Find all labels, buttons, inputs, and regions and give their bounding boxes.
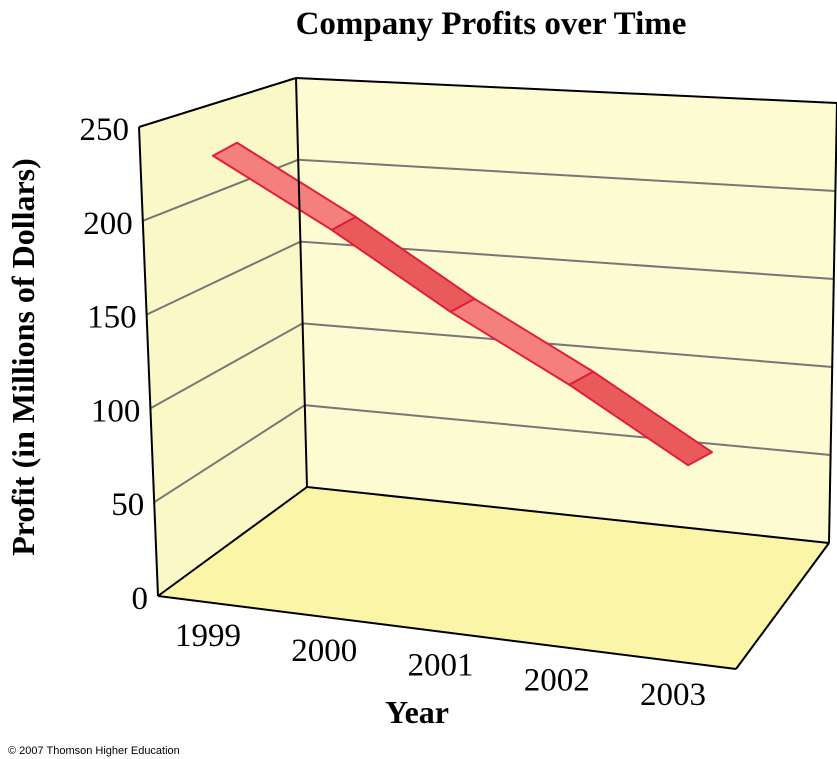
x-tick-label: 1999 — [175, 618, 241, 654]
x-axis-label: Year — [385, 694, 449, 730]
y-tick-label: 100 — [91, 393, 141, 429]
x-tick-label: 2001 — [408, 648, 474, 684]
frame-edge — [828, 102, 837, 544]
data-ribbon — [212, 141, 713, 467]
frame-edge — [735, 542, 830, 670]
ribbon-segment — [568, 370, 713, 467]
copyright-note: © 2007 Thomson Higher Education — [8, 745, 180, 757]
frame-edge — [157, 595, 737, 670]
frame-edge — [157, 486, 308, 597]
chart-title: Company Profits over Time — [296, 6, 687, 42]
floor — [158, 487, 829, 669]
frame-edge — [138, 77, 297, 128]
x-tick-label: 2002 — [524, 662, 590, 698]
y-axis-label: Profit (in Millions of Dollars) — [5, 158, 41, 556]
x-tick-label: 2003 — [640, 677, 706, 713]
back-wall — [296, 78, 837, 543]
y-tick-label: 200 — [83, 206, 133, 242]
frame-edge — [295, 77, 308, 488]
x-tick-labels: 1999 2000 2001 2002 2003 — [175, 618, 706, 713]
y-tick-label: 0 — [132, 581, 149, 617]
y-tick-label: 150 — [87, 300, 137, 336]
y-tick-label: 50 — [111, 487, 144, 523]
frame-edge — [295, 77, 837, 104]
y-tick-labels: 0 50 100 150 200 250 — [80, 112, 149, 617]
x-tick-label: 2000 — [291, 633, 357, 669]
y-tick-label: 250 — [80, 112, 130, 148]
frame-edge — [306, 486, 830, 544]
frame-edge — [138, 126, 159, 597]
side-wall — [139, 78, 307, 596]
frame-lines — [138, 77, 837, 670]
